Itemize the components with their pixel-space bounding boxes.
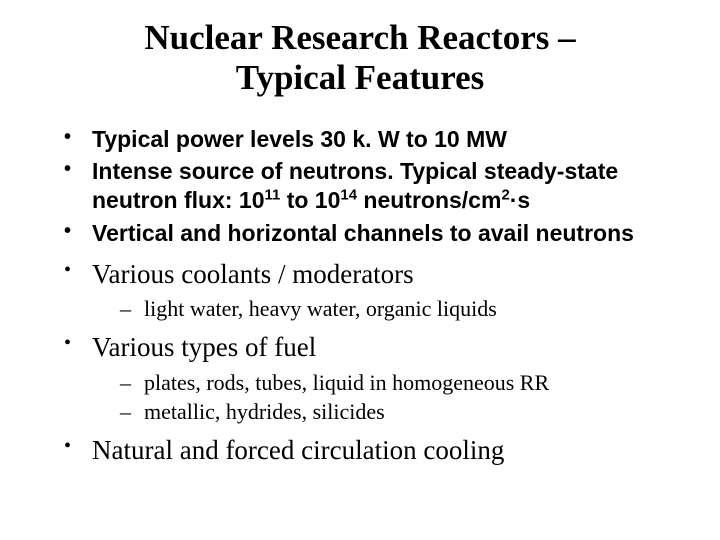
sub-item: metallic, hydrides, silicides: [120, 398, 680, 426]
title-line-1: Nuclear Research Reactors –: [144, 18, 575, 57]
exponent: 11: [265, 186, 281, 203]
bullet-text: Typical power levels 30 k. W to 10 MW: [92, 126, 507, 152]
bullet-cooling: Natural and forced circulation cooling: [64, 434, 680, 468]
bullet-text: Various types of fuel: [92, 332, 316, 362]
bullet-text: Vertical and horizontal channels to avai…: [92, 220, 634, 246]
sub-text: light water, heavy water, organic liquid…: [144, 296, 497, 321]
exponent: 14: [340, 186, 357, 203]
sub-list-coolants: light water, heavy water, organic liquid…: [92, 295, 680, 323]
bullet-text: s: [517, 187, 530, 213]
bullet-text: neutrons/cm: [357, 187, 501, 213]
sub-item: light water, heavy water, organic liquid…: [120, 295, 680, 323]
sub-item: plates, rods, tubes, liquid in homogeneo…: [120, 369, 680, 397]
slide-title: Nuclear Research Reactors – Typical Feat…: [40, 18, 680, 99]
bullet-text: Natural and forced circulation cooling: [92, 435, 504, 465]
bullet-list: Typical power levels 30 k. W to 10 MW In…: [40, 125, 680, 468]
bullet-power-levels: Typical power levels 30 k. W to 10 MW: [64, 125, 680, 154]
sub-text: plates, rods, tubes, liquid in homogeneo…: [144, 370, 549, 395]
sub-text: metallic, hydrides, silicides: [144, 399, 385, 424]
bullet-neutron-flux: Intense source of neutrons. Typical stea…: [64, 157, 680, 215]
bullet-channels: Vertical and horizontal channels to avai…: [64, 219, 680, 248]
exponent: 2: [501, 186, 509, 203]
sub-list-fuel: plates, rods, tubes, liquid in homogeneo…: [92, 369, 680, 426]
bullet-fuel: Various types of fuel plates, rods, tube…: [64, 331, 680, 426]
bullet-text: to 10: [280, 187, 340, 213]
title-line-2: Typical Features: [236, 58, 485, 97]
bullet-text: Various coolants / moderators: [92, 259, 414, 289]
bullet-coolants: Various coolants / moderators light wate…: [64, 258, 680, 323]
